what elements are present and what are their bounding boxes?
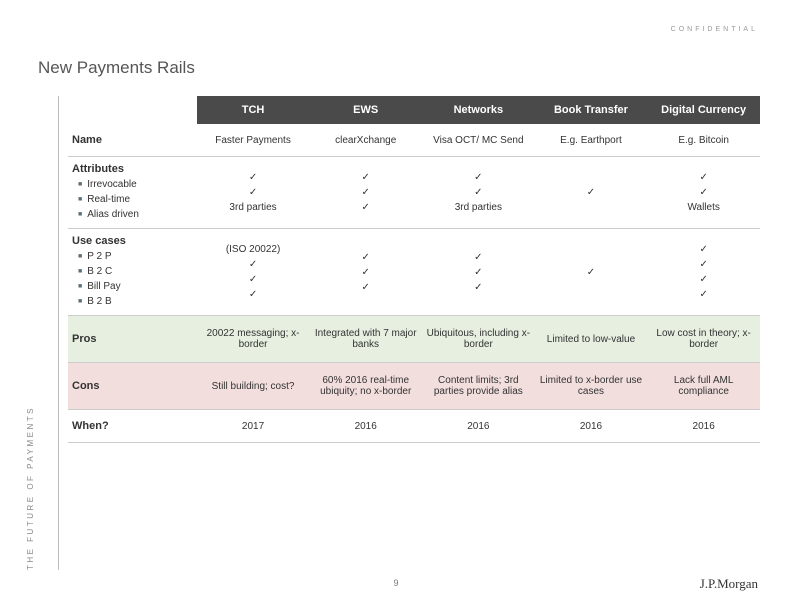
- use-item: B 2 C: [78, 264, 193, 279]
- attr-item: Alias driven: [78, 207, 193, 222]
- col-ews: EWS: [309, 96, 422, 124]
- col-booktransfer: Book Transfer: [535, 96, 648, 124]
- pros-booktransfer: Limited to low-value: [535, 316, 648, 363]
- attr-item: Real-time: [78, 192, 193, 207]
- use-digital: ✓ ✓ ✓ ✓: [647, 229, 760, 316]
- label-when: When?: [68, 410, 197, 443]
- label-attributes: Attributes Irrevocable Real-time Alias d…: [68, 157, 197, 229]
- when-tch: 2017: [197, 410, 310, 443]
- label-name: Name: [68, 124, 197, 157]
- row-cons: Cons Still building; cost? 60% 2016 real…: [68, 363, 760, 410]
- when-booktransfer: 2016: [535, 410, 648, 443]
- attr-digital: ✓ ✓ Wallets: [647, 157, 760, 229]
- cons-networks: Content limits; 3rd parties provide alia…: [422, 363, 535, 410]
- cons-digital: Lack full AML compliance: [647, 363, 760, 410]
- page-title: New Payments Rails: [38, 58, 195, 78]
- col-networks: Networks: [422, 96, 535, 124]
- cons-booktransfer: Limited to x-border use cases: [535, 363, 648, 410]
- use-item: B 2 B: [78, 294, 193, 309]
- page-number: 9: [393, 578, 398, 588]
- col-tch: TCH: [197, 96, 310, 124]
- when-ews: 2016: [309, 410, 422, 443]
- attr-item: Irrevocable: [78, 177, 193, 192]
- use-tch: (ISO 20022) ✓ ✓ ✓: [197, 229, 310, 316]
- confidential-label: CONFIDENTIAL: [671, 26, 758, 33]
- attr-booktransfer: ✓: [535, 157, 648, 229]
- header-spacer: [68, 96, 197, 124]
- side-rule: [58, 96, 59, 570]
- use-item: P 2 P: [78, 249, 193, 264]
- usecases-list: P 2 P B 2 C Bill Pay B 2 B: [72, 249, 193, 309]
- side-caption: THE FUTURE OF PAYMENTS: [26, 406, 35, 570]
- label-usecases: Use cases P 2 P B 2 C Bill Pay B 2 B: [68, 229, 197, 316]
- name-ews: clearXchange: [309, 124, 422, 157]
- when-digital: 2016: [647, 410, 760, 443]
- row-attributes: Attributes Irrevocable Real-time Alias d…: [68, 157, 760, 229]
- label-pros: Pros: [68, 316, 197, 363]
- attr-ews: ✓ ✓ ✓: [309, 157, 422, 229]
- pros-digital: Low cost in theory; x-border: [647, 316, 760, 363]
- pros-networks: Ubiquitous, including x-border: [422, 316, 535, 363]
- name-digital: E.g. Bitcoin: [647, 124, 760, 157]
- use-booktransfer: ✓: [535, 229, 648, 316]
- attr-networks: ✓ ✓ 3rd parties: [422, 157, 535, 229]
- usecases-heading: Use cases: [72, 235, 193, 247]
- name-tch: Faster Payments: [197, 124, 310, 157]
- pros-tch: 20022 messaging; x-border: [197, 316, 310, 363]
- label-cons: Cons: [68, 363, 197, 410]
- name-booktransfer: E.g. Earthport: [535, 124, 648, 157]
- payments-table: TCH EWS Networks Book Transfer Digital C…: [68, 96, 760, 443]
- use-networks: ✓ ✓ ✓: [422, 229, 535, 316]
- cons-ews: 60% 2016 real-time ubiquity; no x-border: [309, 363, 422, 410]
- row-name: Name Faster Payments clearXchange Visa O…: [68, 124, 760, 157]
- row-usecases: Use cases P 2 P B 2 C Bill Pay B 2 B (IS…: [68, 229, 760, 316]
- name-networks: Visa OCT/ MC Send: [422, 124, 535, 157]
- attributes-list: Irrevocable Real-time Alias driven: [72, 177, 193, 222]
- when-networks: 2016: [422, 410, 535, 443]
- use-ews: ✓ ✓ ✓: [309, 229, 422, 316]
- cons-tch: Still building; cost?: [197, 363, 310, 410]
- table-header-row: TCH EWS Networks Book Transfer Digital C…: [68, 96, 760, 124]
- pros-ews: Integrated with 7 major banks: [309, 316, 422, 363]
- row-pros: Pros 20022 messaging; x-border Integrate…: [68, 316, 760, 363]
- attributes-heading: Attributes: [72, 163, 193, 175]
- row-when: When? 2017 2016 2016 2016 2016: [68, 410, 760, 443]
- use-item: Bill Pay: [78, 279, 193, 294]
- logo: J.P.Morgan: [700, 576, 758, 592]
- col-digitalcurrency: Digital Currency: [647, 96, 760, 124]
- attr-tch: ✓ ✓ 3rd parties: [197, 157, 310, 229]
